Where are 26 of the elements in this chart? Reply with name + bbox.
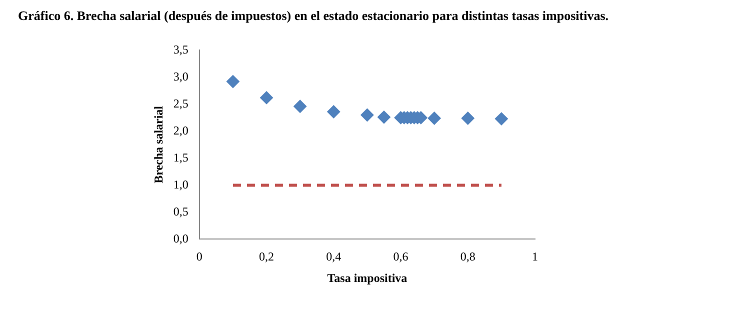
y-tick-label: 1,0 [173, 177, 188, 192]
point [377, 110, 390, 124]
y-tick-label: 3,5 [173, 42, 188, 56]
y-tick-label: 3,0 [173, 69, 188, 84]
y-tick-label: 2,0 [173, 123, 188, 138]
point [461, 112, 474, 125]
x-tick-label: 0 [196, 250, 202, 264]
point [360, 108, 374, 122]
point [327, 105, 340, 118]
x-axis-title: Tasa impositiva [327, 270, 408, 285]
x-tick-label: 1 [532, 250, 538, 264]
x-tick-label: 0,2 [259, 250, 274, 264]
y-tick-label: 0,5 [173, 204, 188, 218]
y-axis-title: Brecha salarial [151, 105, 166, 184]
x-tick-label: 0,8 [460, 250, 476, 264]
point [428, 112, 441, 125]
chart-title: Gráfico 6. Brecha salarial (después de impuestos) en el estado estacionario para distintas tasas impositivas. [18, 8, 610, 24]
point [226, 75, 240, 88]
y-tick-label: 0,0 [173, 231, 188, 246]
x-tick-label: 0,4 [326, 250, 342, 264]
x-tick-label: 0,6 [393, 250, 408, 264]
y-tick-label: 2,5 [173, 96, 188, 110]
point [260, 91, 274, 104]
point [494, 112, 508, 126]
y-tick-label: 1,5 [173, 150, 188, 164]
point [294, 100, 307, 113]
